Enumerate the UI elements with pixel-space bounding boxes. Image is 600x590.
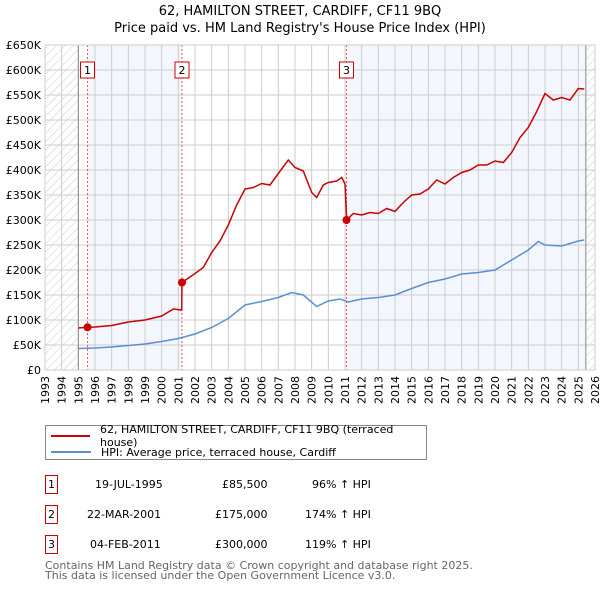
y-tick-label: £650K xyxy=(6,39,42,52)
sale-number-box xyxy=(80,61,95,79)
x-tick-label: 2021 xyxy=(506,376,519,404)
x-tick-label: 1997 xyxy=(106,376,119,404)
y-tick-label: £600K xyxy=(6,64,42,77)
x-tick-label: 2004 xyxy=(222,376,235,404)
sale-number: 2 xyxy=(45,505,58,524)
footer-copyright: Contains HM Land Registry data © Crown c… xyxy=(45,559,473,572)
series-line-property xyxy=(78,87,585,329)
sale-number: 1 xyxy=(45,475,58,494)
series-line-hpi xyxy=(78,239,585,350)
footer-licence: This data is licensed under the Open Gov… xyxy=(45,569,396,582)
sale-point xyxy=(342,216,351,224)
sale-price: £85,500 xyxy=(222,478,268,491)
legend: 62, HAMILTON STREET, CARDIFF, CF11 9BQ (… xyxy=(45,423,427,460)
legend-label-hpi: HPI: Average price, terraced house, Card… xyxy=(101,445,336,459)
y-tick-label: £200K xyxy=(6,264,42,277)
legend-label-property: 62, HAMILTON STREET, CARDIFF, CF11 9BQ (… xyxy=(100,423,394,449)
y-tick-label: £500K xyxy=(6,114,42,127)
sale-hpi: 96% ↑ HPI xyxy=(312,478,371,491)
sale-date: 19-JUL-1995 xyxy=(95,478,163,491)
sale-number-label: 1 xyxy=(84,64,91,77)
y-tick-label: £150K xyxy=(6,289,42,302)
y-tick-label: £0 xyxy=(27,364,41,377)
x-tick-label: 2010 xyxy=(322,376,335,404)
x-tick-label: 2018 xyxy=(456,376,469,404)
sale-hpi: 174% ↑ HPI xyxy=(305,508,371,521)
sale-point xyxy=(178,278,186,287)
x-tick-label: 2009 xyxy=(306,376,319,404)
x-tick-label: 2017 xyxy=(439,376,452,404)
shaded-band xyxy=(87,45,182,370)
x-tick-label: 2023 xyxy=(539,376,552,404)
x-tick-label: 2016 xyxy=(422,376,435,404)
sale-hpi: 119% ↑ HPI xyxy=(305,538,371,551)
sale-date: 04-FEB-2011 xyxy=(90,538,161,551)
legend-swatch-property xyxy=(51,435,90,437)
y-tick-label: £550K xyxy=(6,89,42,102)
x-tick-label: 1999 xyxy=(139,376,152,404)
y-tick-label: £350K xyxy=(6,189,42,202)
plot-border xyxy=(44,44,596,371)
plot-area: 1993 1994 1995 1996 1997 1998 1999 2000 2001 2002… xyxy=(6,39,600,404)
chart-title: 62, HAMILTON STREET, CARDIFF, CF11 9BQ xyxy=(158,4,442,19)
x-tick-label: 1994 xyxy=(56,376,69,404)
x-tick-label: 2024 xyxy=(556,376,569,404)
x-tick-label: 2026 xyxy=(589,376,600,404)
x-tick-label: 2005 xyxy=(239,376,252,404)
x-tick-label: 1993 xyxy=(39,376,52,404)
sale-number-label: 3 xyxy=(343,64,350,77)
x-tick-label: 2008 xyxy=(289,376,302,404)
sale-number-box xyxy=(174,61,190,79)
shaded-band xyxy=(346,45,586,370)
x-tick-label: 2015 xyxy=(406,376,419,404)
x-tick-label: 2001 xyxy=(172,376,185,404)
sale-price: £300,000 xyxy=(215,538,268,551)
hatched-region xyxy=(585,45,595,370)
x-tick-label: 2013 xyxy=(372,376,385,404)
x-tick-label: 2000 xyxy=(156,376,169,404)
sale-row: 3 04-FEB-2011 £300,000 119% ↑ HPI xyxy=(45,535,445,555)
x-tick-label: 2007 xyxy=(272,376,285,404)
sale-row: 2 22-MAR-2001 £175,000 174% ↑ HPI xyxy=(45,505,445,525)
y-tick-label: £400K xyxy=(6,164,42,177)
y-tick-label: £250K xyxy=(6,239,42,252)
y-tick-label: £300K xyxy=(6,214,42,227)
x-tick-label: 2022 xyxy=(522,376,535,404)
sale-point xyxy=(83,323,92,332)
chart-subtitle: Price paid vs. HM Land Registry's House … xyxy=(114,21,486,36)
x-tick-label: 1998 xyxy=(122,376,135,404)
sale-date: 22-MAR-2001 xyxy=(87,508,162,521)
x-tick-label: 1996 xyxy=(89,376,102,404)
sale-row: 1 19-JUL-1995 £85,500 96% ↑ HPI xyxy=(45,475,445,495)
y-tick-label: £50K xyxy=(13,339,42,352)
x-tick-label: 1995 xyxy=(72,376,85,404)
x-tick-label: 2012 xyxy=(356,376,369,404)
y-tick-label: £450K xyxy=(6,139,42,152)
x-tick-label: 2020 xyxy=(489,376,502,404)
legend-swatch-hpi xyxy=(51,451,91,453)
x-tick-label: 2003 xyxy=(206,376,219,404)
x-tick-label: 2006 xyxy=(256,376,269,404)
footer: Contains HM Land Registry data © Crown c… xyxy=(45,559,473,582)
x-tick-label: 2011 xyxy=(339,376,352,404)
sale-price: £175,000 xyxy=(215,508,268,521)
sale-number-box xyxy=(339,61,354,79)
sale-number-label: 2 xyxy=(179,64,186,77)
x-tick-label: 2019 xyxy=(472,376,485,404)
x-tick-label: 2014 xyxy=(389,376,402,404)
x-tick-label: 2002 xyxy=(189,376,202,404)
y-tick-label: £100K xyxy=(6,314,42,327)
sale-number: 3 xyxy=(45,535,58,554)
x-tick-label: 2025 xyxy=(572,376,585,404)
